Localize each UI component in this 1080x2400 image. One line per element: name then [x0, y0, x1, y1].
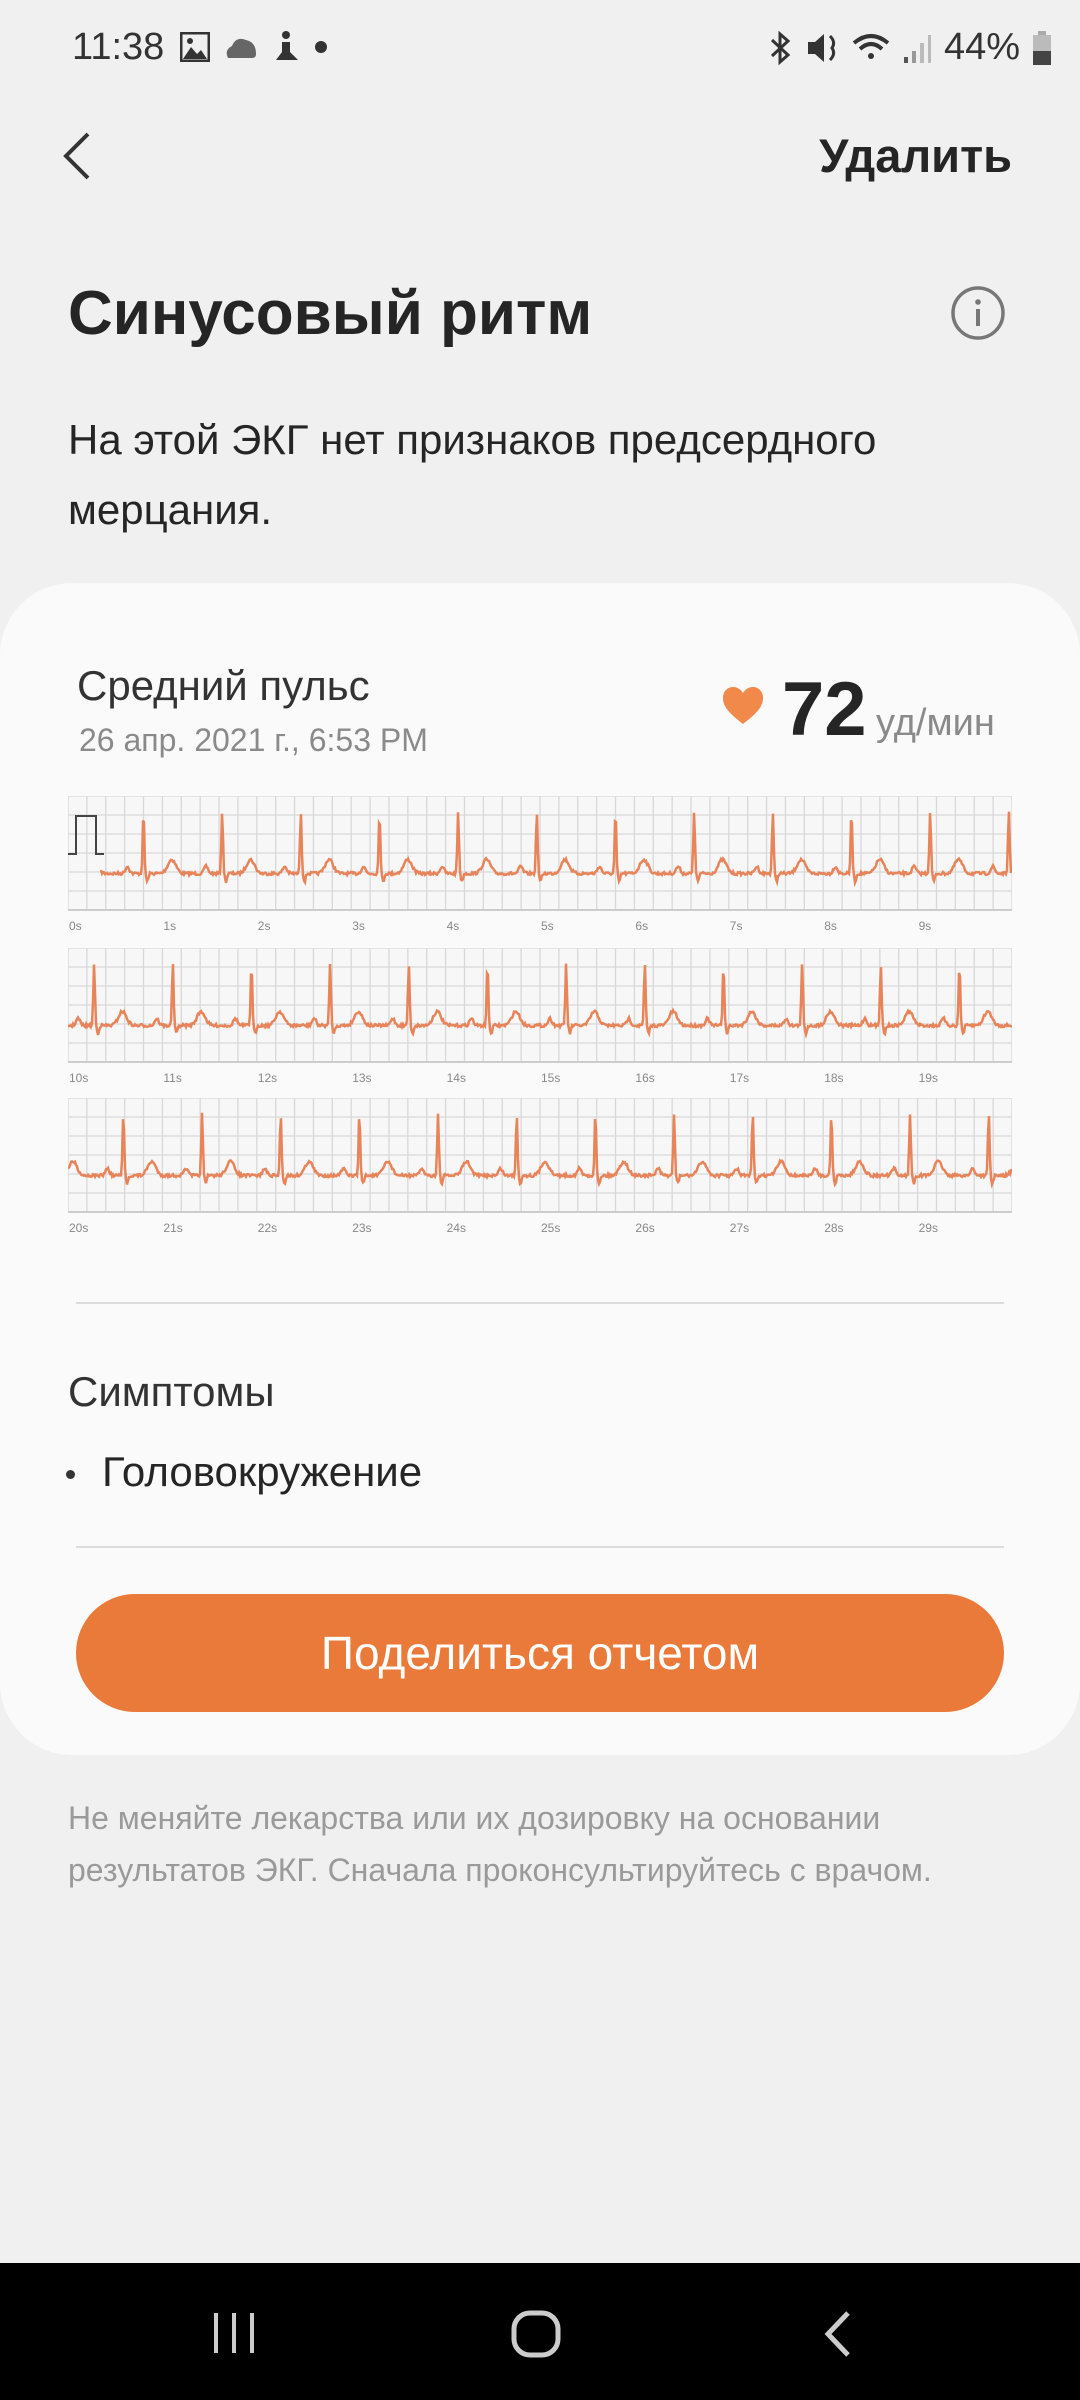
heart-rate-value: 72	[782, 667, 867, 752]
cloud-icon	[226, 38, 256, 58]
time-axis-label: 2s	[258, 919, 271, 933]
time-axis-label: 27s	[730, 1221, 749, 1235]
time-axis-label: 23s	[352, 1221, 371, 1235]
ecg-strip-svg: 0s 1s 2s 3s 4s 5s 6s 7s 8s 9s	[67, 795, 1013, 933]
heart-rate-unit: уд/мин	[876, 702, 995, 744]
time-axis-label: 28s	[824, 1221, 843, 1235]
ecg-strip-3: 20s 21s 22s 23s 24s 25s 26s 27s 28s 29s	[67, 1097, 1013, 1243]
time-axis-label: 11s	[163, 1071, 181, 1085]
symptoms-title: Симптомы	[68, 1368, 275, 1415]
chevron-left-icon[interactable]	[58, 128, 98, 184]
info-icon[interactable]	[950, 285, 1006, 341]
time-axis-label: 3s	[352, 919, 365, 933]
time-axis-label: 21s	[163, 1221, 182, 1235]
bluetooth-icon	[770, 30, 791, 65]
ecg-strip-svg: 10s 11s 12s 13s 14s 15s 16s 17s 18s 19s	[67, 947, 1013, 1085]
time-axis-label: 10s	[69, 1071, 88, 1085]
symptom-item: Головокружение	[102, 1448, 423, 1495]
calibration-pulse	[68, 815, 104, 855]
mute-icon	[807, 33, 836, 62]
divider	[76, 1546, 1004, 1548]
navigation-bar	[0, 2263, 1080, 2400]
time-axis-label: 24s	[447, 1221, 466, 1235]
divider	[76, 1302, 1004, 1304]
time-axis-label: 12s	[258, 1071, 277, 1085]
ecg-strip-svg: 20s 21s 22s 23s 24s 25s 26s 27s 28s 29s	[67, 1097, 1013, 1235]
time-axis-label: 9s	[919, 919, 932, 933]
yoga-icon	[276, 31, 298, 60]
ecg-waveform	[99, 811, 1013, 888]
time-axis-label: 16s	[635, 1071, 654, 1085]
ecg-strip-1: 0s 1s 2s 3s 4s 5s 6s 7s 8s 9s	[67, 795, 1013, 941]
ecg-strip-2: 10s 11s 12s 13s 14s 15s 16s 17s 18s 19s	[67, 947, 1013, 1093]
share-report-button[interactable]: Поделиться отчетом	[76, 1594, 1004, 1712]
time-axis-label: 7s	[730, 919, 743, 933]
result-description: На этой ЭКГ нет признаков предсердного м…	[68, 416, 877, 533]
time-axis-label: 5s	[541, 919, 554, 933]
battery-icon	[1033, 30, 1051, 65]
time-axis-label: 18s	[824, 1071, 843, 1085]
avg-pulse-label: Средний пульс	[77, 662, 370, 709]
back-icon[interactable]	[820, 2309, 856, 2359]
time-axis-label: 29s	[919, 1221, 938, 1235]
dot-icon	[315, 41, 327, 53]
time-axis-label: 22s	[258, 1221, 277, 1235]
ecg-waveform	[67, 1112, 1013, 1189]
time-axis-label: 15s	[541, 1071, 560, 1085]
time-axis-label: 0s	[69, 919, 82, 933]
time-axis-label: 26s	[635, 1221, 654, 1235]
battery-percent: 44%	[943, 26, 1020, 68]
time-axis-label: 17s	[730, 1071, 749, 1085]
time-axis-label: 6s	[635, 919, 648, 933]
signal-icon	[903, 34, 931, 63]
status-time: 11:38	[72, 26, 165, 68]
status-bar: 11:38 44%	[0, 0, 1080, 100]
time-axis-label: 14s	[447, 1071, 466, 1085]
time-axis-label: 4s	[447, 919, 460, 933]
gallery-icon	[180, 32, 210, 62]
time-axis-label: 13s	[352, 1071, 371, 1085]
time-axis-label: 20s	[69, 1221, 88, 1235]
home-icon[interactable]	[510, 2309, 564, 2359]
disclaimer: Не меняйте лекарства или их дозировку на…	[68, 1800, 932, 1888]
time-axis-label: 8s	[824, 919, 837, 933]
time-axis-label: 25s	[541, 1221, 560, 1235]
heart-icon	[723, 687, 763, 724]
ecg-waveform	[67, 963, 1013, 1039]
bullet-icon	[66, 1470, 75, 1479]
delete-button[interactable]: Удалить	[819, 129, 1012, 182]
time-axis-label: 1s	[163, 919, 176, 933]
page-title: Синусовый ритм	[68, 279, 593, 348]
wifi-icon	[852, 33, 890, 59]
time-axis-label: 19s	[919, 1071, 938, 1085]
record-date: 26 апр. 2021 г., 6:53 PM	[79, 722, 428, 758]
recents-icon[interactable]	[210, 2311, 260, 2355]
